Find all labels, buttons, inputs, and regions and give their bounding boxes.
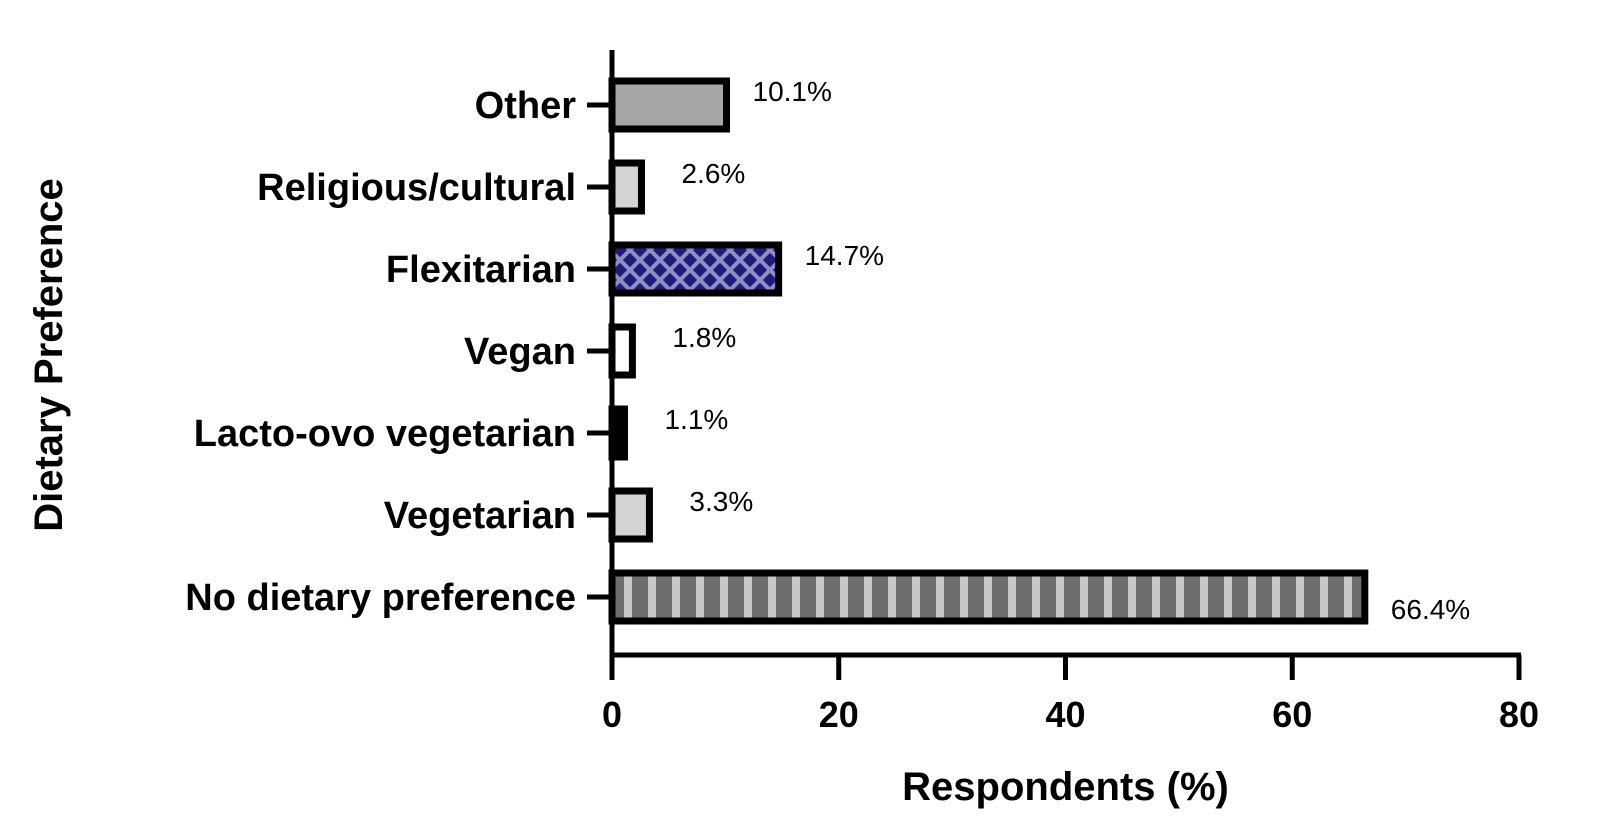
category-label: Other — [475, 85, 577, 127]
axes-group: Other Religious/cultural Flexitarian Vegan L… — [185, 50, 1539, 735]
y-axis-title: Dietary Preference — [27, 178, 71, 532]
category-label: Lacto-ovo vegetarian — [194, 413, 576, 455]
bar — [608, 569, 1369, 625]
bar — [608, 487, 653, 543]
category-label: Vegetarian — [384, 495, 576, 537]
x-tick-label: 60 — [1272, 694, 1312, 735]
x-tick-label: 0 — [602, 694, 622, 735]
data-label: 2.6% — [681, 158, 745, 189]
category-label: Flexitarian — [386, 249, 576, 291]
bars-group: 10.1% 2.6% 14.7% 1.8% 1.1% 3.3% 66.4% — [608, 76, 1470, 625]
category-label: No dietary preference — [185, 577, 576, 619]
x-tick-label: 20 — [819, 694, 859, 735]
x-tick-label: 40 — [1045, 694, 1085, 735]
x-axis-title: Respondents (%) — [902, 765, 1229, 809]
data-label: 1.1% — [664, 404, 728, 435]
bar — [608, 323, 636, 379]
category-label: Religious/cultural — [257, 167, 576, 209]
bar — [608, 159, 645, 215]
category-label: Vegan — [464, 331, 576, 373]
data-label: 1.8% — [672, 322, 736, 353]
data-label: 66.4% — [1391, 594, 1470, 625]
bar — [608, 77, 731, 133]
bar — [608, 241, 783, 297]
data-label: 3.3% — [689, 486, 753, 517]
data-label: 14.7% — [805, 240, 884, 271]
x-tick-label: 80 — [1499, 694, 1539, 735]
data-label: 10.1% — [753, 76, 832, 107]
